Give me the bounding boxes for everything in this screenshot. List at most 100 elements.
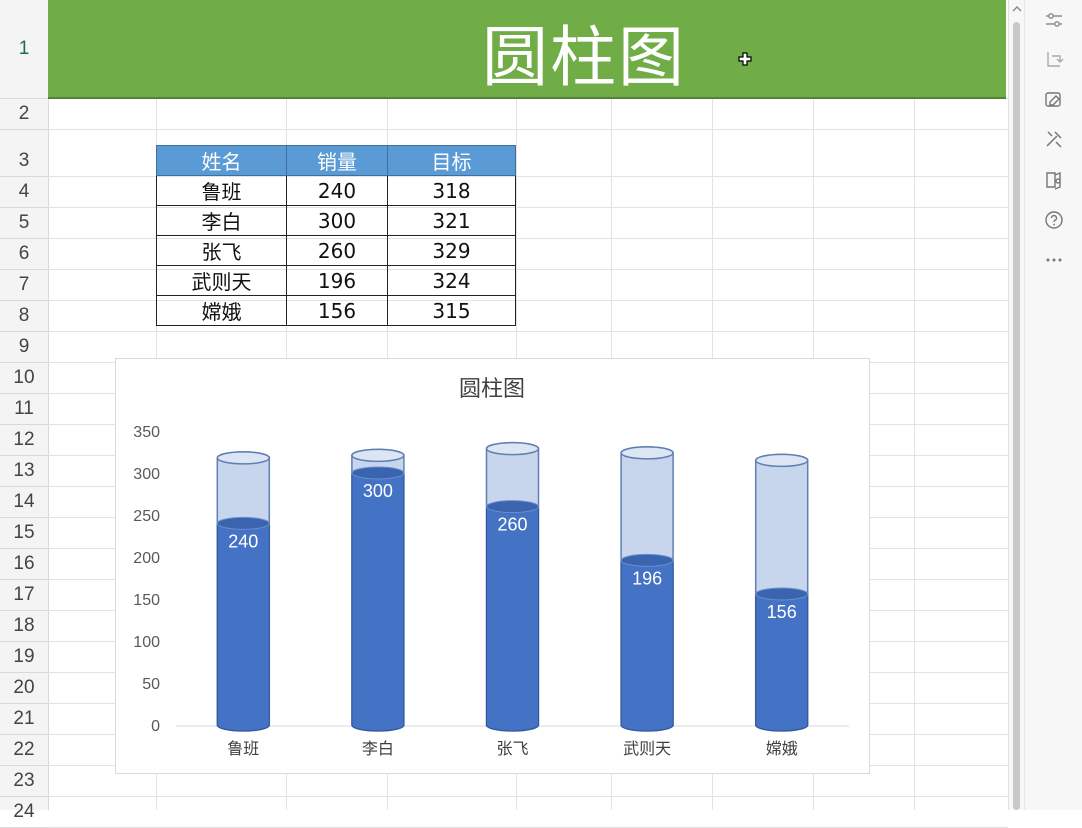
cell-name[interactable]: 嫦娥 <box>156 295 287 326</box>
cell-sales[interactable]: 260 <box>286 235 388 266</box>
sales-cylinder-top <box>755 587 809 601</box>
row-divider <box>0 486 48 487</box>
cell-name[interactable]: 鲁班 <box>156 175 287 206</box>
cell-sales[interactable]: 240 <box>286 175 388 206</box>
row-number[interactable]: 9 <box>18 336 30 357</box>
row-divider <box>0 238 48 239</box>
row-number[interactable]: 16 <box>13 553 35 574</box>
row-number[interactable]: 19 <box>13 646 35 667</box>
data-label: 260 <box>497 515 527 535</box>
title-banner-cell[interactable]: 圆柱图 <box>48 0 1006 99</box>
row-header-column: 1 2 3 4 5 6 7 8 9 10 11 12 13 14 15 16 17 18 19 20 21 22 23 24 <box>0 0 49 828</box>
row-number[interactable]: 5 <box>18 212 30 233</box>
cylinder-chart[interactable]: 圆柱图 0 50 100 150 200 250 300 350 240 鲁班 300 李白 260 张飞 1… <box>115 358 870 774</box>
row-number[interactable]: 6 <box>18 243 30 264</box>
right-side-toolbar <box>1024 0 1082 810</box>
header-sales[interactable]: 销量 <box>286 145 388 176</box>
grid-line <box>48 300 1008 301</box>
help-icon[interactable] <box>1042 208 1066 232</box>
refresh-icon[interactable] <box>1042 48 1066 72</box>
grid-line <box>48 796 1008 797</box>
table-row: 张飞 260 329 <box>156 235 516 266</box>
row-divider <box>0 641 48 642</box>
row-number[interactable]: 24 <box>13 801 35 822</box>
vertical-scrollbar[interactable] <box>1008 0 1025 810</box>
sliders-icon[interactable] <box>1042 8 1066 32</box>
chart-canvas: 圆柱图 0 50 100 150 200 250 300 350 240 鲁班 300 李白 260 张飞 1… <box>133 377 849 758</box>
cell-target[interactable]: 329 <box>387 235 516 266</box>
row-number[interactable]: 10 <box>13 367 35 388</box>
table-row: 鲁班 240 318 <box>156 175 516 206</box>
row-divider <box>0 393 48 394</box>
y-tick-label: 200 <box>133 550 160 567</box>
y-tick-label: 50 <box>142 676 160 693</box>
row-divider <box>0 765 48 766</box>
row-number[interactable]: 23 <box>13 770 35 791</box>
row-number[interactable]: 12 <box>13 429 35 450</box>
sales-cylinder-top <box>486 500 539 514</box>
cell-name[interactable]: 张飞 <box>156 235 287 266</box>
row-divider <box>0 207 48 208</box>
header-target[interactable]: 目标 <box>387 145 516 176</box>
row-number[interactable]: 8 <box>18 305 30 326</box>
cell-sales[interactable]: 196 <box>286 265 388 296</box>
target-cylinder-top <box>754 453 809 468</box>
scrollbar-thumb[interactable] <box>1013 22 1020 810</box>
row-number[interactable]: 15 <box>13 522 35 543</box>
grid-line <box>48 238 1008 239</box>
row-number[interactable]: 14 <box>13 491 35 512</box>
sales-cylinder-top <box>351 466 405 480</box>
cell-sales[interactable]: 156 <box>286 295 388 326</box>
scroll-up-icon[interactable] <box>1012 4 1022 14</box>
category-label: 李白 <box>362 739 394 758</box>
row-divider <box>0 548 48 549</box>
table-row: 李白 300 321 <box>156 205 516 236</box>
data-label: 240 <box>228 531 258 551</box>
row-number[interactable]: 1 <box>18 38 30 59</box>
grid-line <box>48 129 1008 130</box>
row-divider <box>0 269 48 270</box>
cell-sales[interactable]: 300 <box>286 205 388 236</box>
target-cylinder-top <box>485 441 540 456</box>
cell-name[interactable]: 李白 <box>156 205 287 236</box>
category-label: 张飞 <box>496 739 528 758</box>
grid-line <box>48 269 1008 270</box>
row-number[interactable]: 7 <box>18 274 30 295</box>
header-name[interactable]: 姓名 <box>156 145 287 176</box>
row-number[interactable]: 18 <box>13 615 35 636</box>
tools-icon[interactable] <box>1042 127 1066 151</box>
row-number[interactable]: 11 <box>14 398 34 419</box>
row-divider <box>0 424 48 425</box>
target-cylinder-top <box>351 448 405 463</box>
style-icon[interactable] <box>1042 88 1066 112</box>
category-label: 鲁班 <box>227 739 259 758</box>
grid-line <box>48 207 1008 208</box>
book-icon[interactable] <box>1042 168 1066 192</box>
cell-target[interactable]: 315 <box>387 295 516 326</box>
row-number[interactable]: 22 <box>13 739 35 760</box>
row-divider <box>0 129 48 130</box>
row-divider <box>0 672 48 673</box>
y-tick-label: 250 <box>133 508 160 525</box>
row-number[interactable]: 13 <box>13 460 35 481</box>
row-number[interactable]: 17 <box>13 584 35 605</box>
sales-cylinder <box>216 523 270 732</box>
cell-target[interactable]: 318 <box>387 175 516 206</box>
grid-line <box>48 331 1008 332</box>
y-tick-label: 100 <box>133 634 160 651</box>
row-number[interactable]: 2 <box>18 103 30 124</box>
row-divider <box>0 610 48 611</box>
row-number[interactable]: 3 <box>18 150 30 171</box>
cell-target[interactable]: 321 <box>387 205 516 236</box>
row-number[interactable]: 4 <box>18 181 30 202</box>
row-number[interactable]: 20 <box>13 677 35 698</box>
row-divider <box>0 176 48 177</box>
row-number[interactable]: 21 <box>13 708 35 729</box>
y-tick-label: 0 <box>151 718 160 735</box>
table-row: 嫦娥 156 315 <box>156 295 516 326</box>
cell-cursor-icon <box>738 52 752 66</box>
row-divider <box>0 796 48 797</box>
cell-target[interactable]: 324 <box>387 265 516 296</box>
more-icon[interactable] <box>1042 248 1066 272</box>
cell-name[interactable]: 武则天 <box>156 265 287 296</box>
